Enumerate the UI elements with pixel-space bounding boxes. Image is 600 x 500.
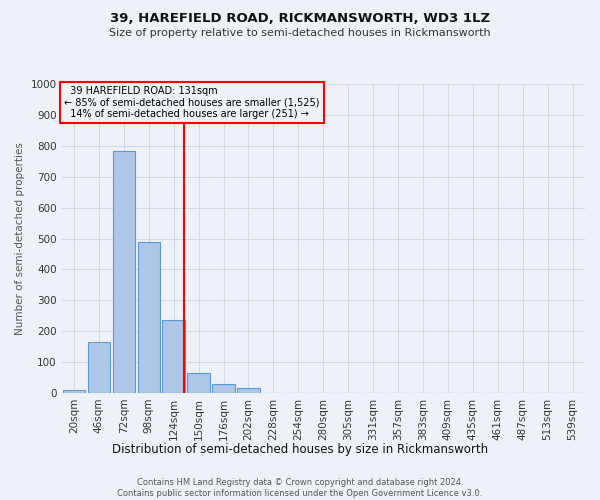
Bar bbox=[137, 242, 160, 393]
Bar bbox=[113, 151, 135, 393]
Bar bbox=[63, 390, 85, 393]
Bar bbox=[187, 373, 210, 393]
Text: Contains HM Land Registry data © Crown copyright and database right 2024.
Contai: Contains HM Land Registry data © Crown c… bbox=[118, 478, 482, 498]
Text: Distribution of semi-detached houses by size in Rickmansworth: Distribution of semi-detached houses by … bbox=[112, 442, 488, 456]
Y-axis label: Number of semi-detached properties: Number of semi-detached properties bbox=[15, 142, 25, 335]
Text: 39 HAREFIELD ROAD: 131sqm
← 85% of semi-detached houses are smaller (1,525)
  14: 39 HAREFIELD ROAD: 131sqm ← 85% of semi-… bbox=[64, 86, 320, 118]
Bar bbox=[212, 384, 235, 393]
Text: 39, HAREFIELD ROAD, RICKMANSWORTH, WD3 1LZ: 39, HAREFIELD ROAD, RICKMANSWORTH, WD3 1… bbox=[110, 12, 490, 26]
Bar bbox=[237, 388, 260, 393]
Bar bbox=[163, 320, 185, 393]
Text: Size of property relative to semi-detached houses in Rickmansworth: Size of property relative to semi-detach… bbox=[109, 28, 491, 38]
Bar bbox=[88, 342, 110, 393]
